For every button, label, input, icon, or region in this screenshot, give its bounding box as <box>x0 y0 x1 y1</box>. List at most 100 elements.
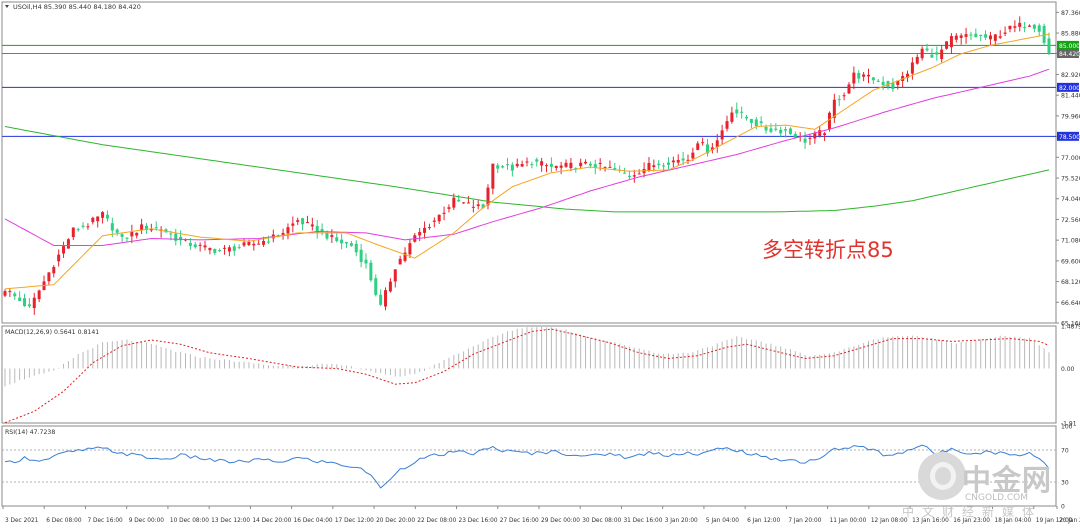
candle-body <box>52 267 56 274</box>
candle-body <box>442 212 446 214</box>
candle-body <box>437 214 441 222</box>
candle-body <box>857 72 861 79</box>
candle-body <box>286 227 290 234</box>
candle-body <box>847 84 851 94</box>
candle-body <box>135 232 139 236</box>
price-tag-box <box>1057 82 1079 92</box>
candle-body <box>715 140 719 147</box>
candle-body <box>120 234 124 237</box>
candle-body <box>47 272 51 282</box>
candle-body <box>866 74 870 77</box>
candle-body <box>174 233 178 241</box>
candle-body <box>788 128 792 135</box>
candle-body <box>891 82 895 90</box>
candle-body <box>227 247 231 252</box>
candle-body <box>23 298 27 307</box>
x-axis-tick-label: 7 Jan 20:00 <box>788 518 821 524</box>
candle-body <box>344 242 348 244</box>
x-axis-tick-label: 9 Dec 00:00 <box>129 518 165 524</box>
candle-body <box>579 162 583 167</box>
candle-body <box>505 164 509 166</box>
dropdown-arrow-icon <box>5 5 9 8</box>
candle-body <box>564 162 568 167</box>
candle-body <box>852 72 856 84</box>
candle-body <box>379 294 383 305</box>
candle-body <box>140 224 144 231</box>
candle-body <box>452 197 456 208</box>
candle-body <box>647 162 651 171</box>
candle-body <box>720 130 724 140</box>
candle-body <box>827 112 831 130</box>
candle-body <box>203 245 207 248</box>
candle-body <box>149 229 153 231</box>
x-axis-tick-label: 31 Dec 16:00 <box>623 518 662 524</box>
candle-body <box>974 33 978 38</box>
candle-body <box>457 199 461 202</box>
candle-body <box>62 246 66 254</box>
x-axis-tick-label: 29 Dec 00:00 <box>541 518 580 524</box>
candle-body <box>1008 25 1012 30</box>
candle-body <box>232 246 236 251</box>
candle-body <box>832 99 836 118</box>
candle-body <box>686 159 690 161</box>
candle-body <box>130 231 134 237</box>
candle-body <box>359 249 363 263</box>
x-axis-tick-label: 13 Dec 12:00 <box>211 518 250 524</box>
candle-body <box>662 165 666 167</box>
ma-mid-line <box>4 68 1050 246</box>
candle-body <box>725 121 729 129</box>
candle-body <box>871 77 875 81</box>
candle-body <box>745 116 749 119</box>
candle-body <box>57 254 61 262</box>
x-axis-tick-label: 3 Dec 2021 <box>5 518 39 524</box>
candle-body <box>676 159 680 163</box>
candle-body <box>427 227 431 229</box>
candle-body <box>915 56 919 64</box>
candle-body <box>803 138 807 143</box>
candle-body <box>671 160 675 163</box>
cngold-logo-inner-icon <box>930 462 956 490</box>
candle-body <box>569 162 573 169</box>
candle-body <box>13 293 17 297</box>
rsi-pane-frame <box>1 425 1057 507</box>
candle-body <box>774 128 778 130</box>
candle-body <box>964 34 968 37</box>
candle-body <box>223 247 227 249</box>
candle-body <box>1047 38 1051 54</box>
candle-body <box>920 48 924 59</box>
candle-body <box>769 128 773 132</box>
candle-body <box>657 163 661 166</box>
candle-body <box>257 243 261 245</box>
watermark-name: 中金网 <box>962 463 1053 497</box>
candle-body <box>354 243 358 253</box>
x-axis-tick-label: 22 Dec 08:00 <box>417 518 456 524</box>
candle-body <box>476 204 480 207</box>
price-tag-label: 85.000 <box>1059 43 1080 50</box>
x-axis-tick-label: 10 Dec 08:00 <box>170 518 209 524</box>
candle-body <box>603 166 607 168</box>
candle-body <box>3 291 7 296</box>
candle-body <box>208 247 212 251</box>
candle-body <box>793 133 797 139</box>
candle-body <box>740 111 744 113</box>
candle-body <box>559 165 563 168</box>
candle-body <box>1013 26 1017 28</box>
x-axis-tick-label: 7 Dec 16:00 <box>87 518 123 524</box>
price-axis-tick-label: 82.920 <box>1061 72 1080 79</box>
candle-body <box>813 132 817 139</box>
candle-body <box>954 35 958 40</box>
price-axis-tick-label: 65.160 <box>1061 321 1080 328</box>
candle-body <box>764 126 768 131</box>
price-axis-tick-label: 71.080 <box>1061 238 1080 245</box>
candle-body <box>76 229 80 231</box>
price-chart-title: USOil,H4 85.390 85.440 84.180 84.420 <box>13 3 141 11</box>
candle-body <box>1042 25 1046 43</box>
candle-body <box>340 239 344 244</box>
candle-body <box>935 52 939 55</box>
candle-body <box>735 109 739 114</box>
candle-body <box>749 118 753 123</box>
candle-body <box>945 41 949 49</box>
candle-body <box>525 161 529 163</box>
candle-body <box>530 164 534 166</box>
